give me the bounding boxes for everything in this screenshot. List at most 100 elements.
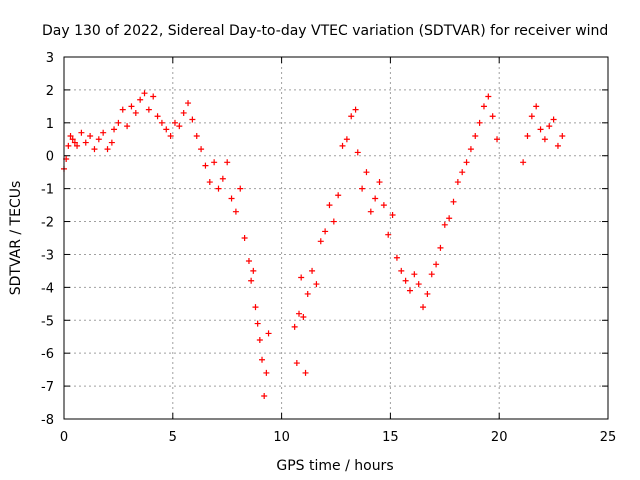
data-point	[411, 271, 418, 278]
data-point	[352, 106, 359, 113]
data-point	[193, 132, 200, 139]
data-point	[254, 320, 261, 327]
y-tick-label: -1	[41, 183, 54, 198]
data-point	[108, 139, 115, 146]
data-point	[185, 100, 192, 107]
data-point	[261, 392, 268, 399]
data-point	[546, 123, 553, 130]
data-point	[326, 202, 333, 209]
y-tick-label: 2	[46, 84, 54, 99]
data-point	[554, 142, 561, 149]
data-point	[459, 169, 466, 176]
data-point	[248, 277, 255, 284]
y-tick-label: -7	[41, 380, 54, 395]
data-point	[376, 179, 383, 186]
y-tick-label: -2	[41, 216, 54, 231]
y-tick-label: 3	[46, 51, 54, 66]
data-point	[219, 175, 226, 182]
data-point	[467, 146, 474, 153]
data-point	[446, 215, 453, 222]
data-point	[67, 132, 74, 139]
data-point	[293, 360, 300, 367]
data-point	[528, 113, 535, 120]
data-point	[167, 132, 174, 139]
data-point	[132, 109, 139, 116]
data-point	[91, 146, 98, 153]
data-point	[206, 179, 213, 186]
data-point	[363, 169, 370, 176]
data-point	[202, 162, 209, 169]
data-point	[137, 96, 144, 103]
data-point	[176, 123, 183, 130]
data-point	[74, 142, 81, 149]
data-point	[406, 287, 413, 294]
data-point	[298, 274, 305, 281]
data-point	[87, 132, 94, 139]
data-point	[480, 103, 487, 110]
data-point	[550, 116, 557, 123]
data-points	[61, 90, 566, 399]
data-point	[304, 290, 311, 297]
data-point	[398, 267, 405, 274]
data-point	[441, 221, 448, 228]
data-point	[524, 132, 531, 139]
data-point	[420, 304, 427, 311]
data-point	[454, 179, 461, 186]
data-point	[95, 136, 102, 143]
data-point	[489, 113, 496, 120]
data-point	[115, 119, 122, 126]
x-tick-label: 10	[273, 430, 290, 445]
data-point	[158, 119, 165, 126]
data-point	[367, 208, 374, 215]
data-point	[433, 261, 440, 268]
data-point	[300, 313, 307, 320]
data-point	[472, 132, 479, 139]
data-point	[180, 109, 187, 116]
data-point	[494, 136, 501, 143]
plot-frame	[63, 56, 609, 420]
y-axis-label: SDTVAR / TECUs	[8, 181, 24, 296]
data-point	[380, 202, 387, 209]
data-point	[291, 323, 298, 330]
data-point	[250, 267, 257, 274]
data-point	[372, 195, 379, 202]
data-point	[150, 93, 157, 100]
data-point	[78, 129, 85, 136]
data-point	[450, 198, 457, 205]
data-point	[437, 244, 444, 251]
data-point	[263, 369, 270, 376]
data-point	[537, 126, 544, 133]
data-point	[171, 119, 178, 126]
data-point	[198, 146, 205, 153]
x-tick-label: 0	[60, 430, 68, 445]
data-point	[124, 123, 131, 130]
data-point	[317, 238, 324, 245]
data-point	[359, 185, 366, 192]
data-point	[237, 185, 244, 192]
data-point	[313, 281, 320, 288]
data-point	[111, 126, 118, 133]
data-point	[259, 356, 266, 363]
data-point	[322, 228, 329, 235]
data-point	[145, 106, 152, 113]
data-point	[541, 136, 548, 143]
data-point	[82, 139, 89, 146]
y-tick-label: -4	[41, 281, 54, 296]
y-tick-label: -8	[41, 413, 54, 428]
data-point	[119, 106, 126, 113]
data-point	[533, 103, 540, 110]
data-point	[415, 281, 422, 288]
data-point	[211, 159, 218, 166]
y-tick-label: 1	[46, 117, 54, 132]
data-point	[309, 267, 316, 274]
data-point	[141, 90, 148, 97]
data-point	[402, 277, 409, 284]
data-point	[65, 142, 72, 149]
data-point	[252, 304, 259, 311]
data-point	[215, 185, 222, 192]
y-tick-label: -6	[41, 347, 54, 362]
data-point	[485, 93, 492, 100]
chart-title: Day 130 of 2022, Sidereal Day-to-day VTE…	[42, 23, 608, 39]
